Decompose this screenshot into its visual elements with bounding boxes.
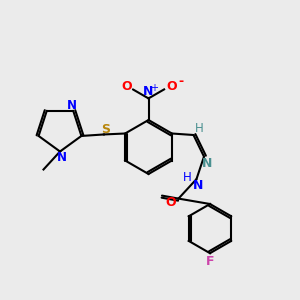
Text: N: N <box>56 151 67 164</box>
Text: N: N <box>67 99 77 112</box>
Text: S: S <box>101 123 110 136</box>
Text: N: N <box>202 157 212 170</box>
Text: +: + <box>150 83 158 93</box>
Text: O: O <box>167 80 177 93</box>
Text: F: F <box>206 255 214 268</box>
Text: N: N <box>193 179 203 192</box>
Text: H: H <box>182 171 191 184</box>
Text: N: N <box>143 85 154 98</box>
Text: -: - <box>178 75 183 88</box>
Text: H: H <box>194 122 203 135</box>
Text: O: O <box>165 196 176 209</box>
Text: O: O <box>121 80 132 93</box>
